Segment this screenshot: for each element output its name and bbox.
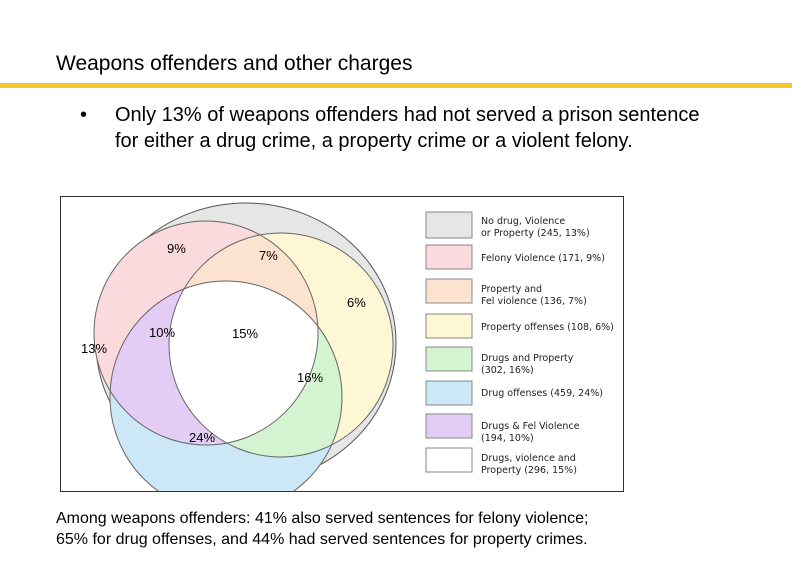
caption-line-1: Among weapons offenders: 41% also served… bbox=[56, 510, 589, 527]
label-drugs-felony: 10% bbox=[149, 325, 175, 340]
legend-label-2-line2: Fel violence (136, 7%) bbox=[481, 296, 587, 307]
legend-label-4-line1: Drugs and Property bbox=[481, 353, 574, 364]
bullet-text: Only 13% of weapons offenders had not se… bbox=[115, 104, 700, 152]
label-none: 13% bbox=[81, 341, 107, 356]
label-all-three: 15% bbox=[232, 326, 258, 341]
legend-swatch-7 bbox=[425, 447, 473, 473]
region-all-three bbox=[169, 281, 318, 445]
legend-swatch-2 bbox=[425, 278, 473, 304]
label-drugs-only: 24% bbox=[189, 430, 215, 445]
legend-swatch-1 bbox=[425, 244, 473, 270]
label-drugs-property: 16% bbox=[297, 370, 323, 385]
title-underline bbox=[0, 83, 792, 88]
bullet-marker: • bbox=[80, 104, 88, 126]
legend-swatch-0 bbox=[425, 211, 473, 239]
legend-label-2-line1: Property and bbox=[481, 284, 542, 295]
label-felony-only: 9% bbox=[167, 241, 186, 256]
legend-label-1-line1: Felony Violence (171, 9%) bbox=[481, 253, 605, 264]
legend-label-6-line2: (194, 10%) bbox=[481, 433, 534, 444]
label-felony-property: 7% bbox=[259, 248, 278, 263]
slide-title: Weapons offenders and other charges bbox=[56, 52, 413, 75]
legend-swatch-4 bbox=[425, 346, 473, 372]
legend-swatch-6 bbox=[425, 413, 473, 439]
legend-label-5-line1: Drug offenses (459, 24%) bbox=[481, 388, 603, 399]
legend-label-7-line2: Property (296, 15%) bbox=[481, 465, 577, 476]
caption: Among weapons offenders: 41% also served… bbox=[56, 508, 786, 550]
legend-label-4-line2: (302, 16%) bbox=[481, 365, 534, 376]
legend-label-0-line1: No drug, Violence bbox=[481, 216, 565, 227]
legend-label-3-line1: Property offenses (108, 6%) bbox=[481, 322, 614, 333]
venn-diagram: 9% 7% 6% 10% 15% 13% 16% 24% No drug, Vi… bbox=[81, 202, 614, 491]
legend-label-7-line1: Drugs, violence and bbox=[481, 453, 576, 464]
legend-swatch-3 bbox=[425, 313, 473, 339]
legend-label-0-line2: or Property (245, 13%) bbox=[481, 228, 590, 239]
venn-diagram-figure: 9% 7% 6% 10% 15% 13% 16% 24% No drug, Vi… bbox=[60, 196, 624, 492]
label-property-only: 6% bbox=[347, 295, 366, 310]
legend: No drug, Violence or Property (245, 13%)… bbox=[425, 211, 614, 476]
legend-swatch-5 bbox=[425, 380, 473, 406]
caption-line-2: 65% for drug offenses, and 44% had serve… bbox=[56, 531, 588, 548]
legend-label-6-line1: Drugs & Fel Violence bbox=[481, 421, 580, 432]
